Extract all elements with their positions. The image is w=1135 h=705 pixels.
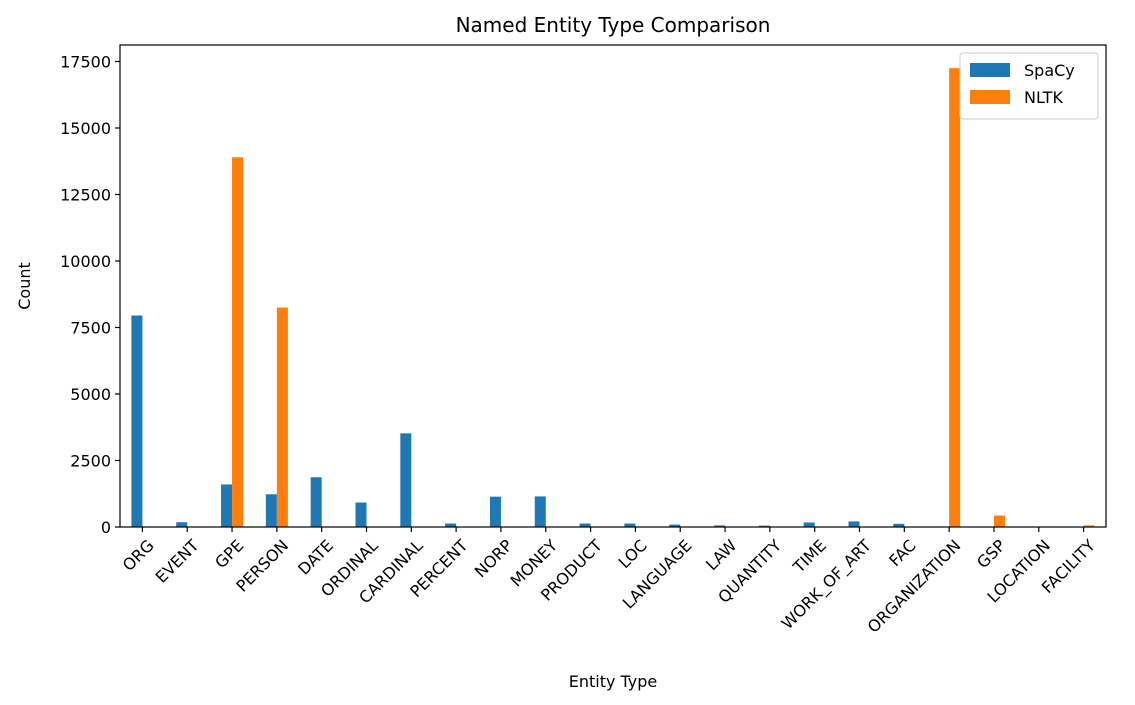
legend-label-nltk: NLTK [1024,88,1063,107]
x-tick-label-time: TIME [789,536,830,577]
y-tick-label: 10000 [60,252,111,271]
bar-spacy-person [265,494,277,527]
bar-spacy-date [310,477,322,527]
y-tick-label: 7500 [70,318,111,337]
plot-frame [119,44,1107,528]
bar-spacy-work_of_art [848,521,860,527]
bar-spacy-loc [624,523,636,527]
bar-spacy-org [131,315,143,527]
bar-spacy-percent [445,523,457,527]
bar-spacy-fac [893,523,905,527]
y-tick-label: 17500 [60,52,111,71]
x-tick-label-law: LAW [702,536,740,574]
x-tick-label-gpe: GPE [211,536,247,572]
legend-swatch-spacy [970,63,1010,77]
legend: SpaCy NLTK [959,52,1099,120]
bar-spacy-law [714,525,726,527]
y-tick-label: 2500 [70,451,111,470]
bar-spacy-cardinal [400,433,412,527]
chart-title: Named Entity Type Comparison [456,13,771,37]
bar-spacy-money [534,496,546,527]
bar-nltk-gpe [232,157,244,528]
bar-spacy-quantity [758,525,770,527]
x-tick-label-fac: FAC [885,536,919,570]
x-tick-label-event: EVENT [152,536,203,587]
y-axis-label: Count [15,262,34,310]
y-tick-label: 5000 [70,385,111,404]
bars-group [131,68,1095,528]
x-axis-label: Entity Type [569,672,658,691]
bar-spacy-language [669,524,681,527]
bar-spacy-product [579,523,591,527]
bar-nltk-facility [1083,525,1095,527]
bar-spacy-ordinal [355,502,367,527]
bar-spacy-norp [489,496,501,527]
y-tick-label: 15000 [60,119,111,138]
y-tick-label: 12500 [60,185,111,204]
y-axis: 0 2500 5000 7500 10000 12500 15000 17500 [60,52,120,537]
legend-label-spacy: SpaCy [1024,61,1075,80]
bar-spacy-time [803,522,815,527]
bar-spacy-gpe [221,484,233,527]
bar-nltk-organization [949,68,961,527]
bar-nltk-person [276,307,288,527]
legend-swatch-nltk [970,90,1010,104]
y-tick-label: 0 [101,518,111,537]
bar-spacy-event [176,522,188,527]
x-tick-label-loc: LOC [615,536,651,572]
x-tick-label-gsp: GSP [973,536,1009,572]
x-tick-label-org: ORG [119,536,158,575]
bar-nltk-gsp [993,515,1005,527]
